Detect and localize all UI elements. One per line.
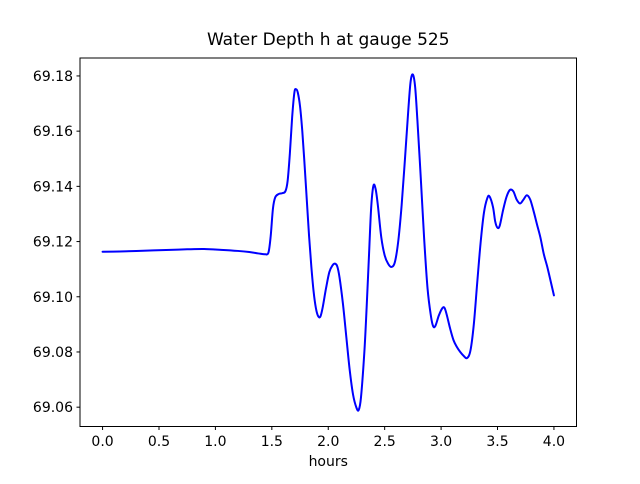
y-tick-label: 69.16 [33,124,73,140]
x-tick-label: 4.0 [543,434,565,450]
axes-frame [79,57,577,427]
x-tick-label: 2.0 [317,434,339,450]
x-axis-label: hours [309,454,348,470]
y-tick-label: 69.14 [33,179,73,195]
x-tick-label: 0.0 [91,434,113,450]
x-tick-label: 2.5 [374,434,396,450]
y-tick-label: 69.12 [33,235,73,251]
y-tick-label: 69.06 [33,400,73,416]
x-tick-label: 3.0 [430,434,452,450]
y-tick-label: 69.08 [33,345,73,361]
x-tick-label: 3.5 [486,434,508,450]
x-tick-label: 1.0 [204,434,226,450]
chart-title: Water Depth h at gauge 525 [207,30,450,50]
axis-tick-marks [76,75,555,430]
x-tick-label: 1.5 [261,434,283,450]
axis-tick-labels: 0.0 0.5 1.0 1.5 2.0 2.5 3.0 3.5 4.0 69.06 69.08 69.… [33,69,565,450]
x-tick-label: 0.5 [148,434,170,450]
y-tick-label: 69.18 [33,69,73,85]
water-depth-line [101,73,555,412]
y-tick-label: 69.10 [33,290,73,306]
